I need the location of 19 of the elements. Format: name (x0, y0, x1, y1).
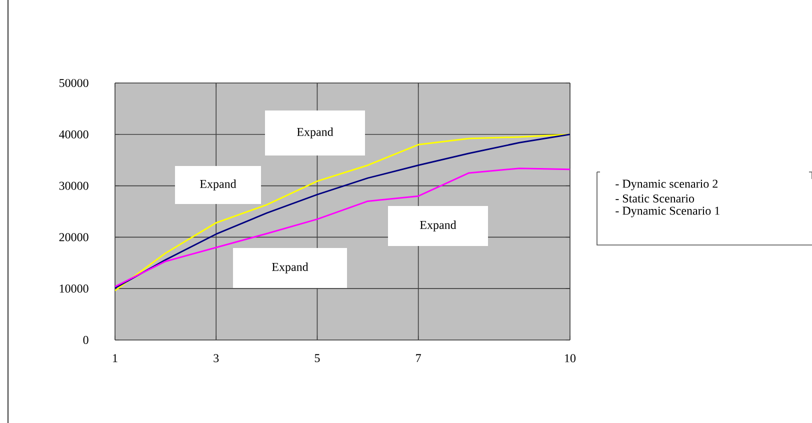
y-tick-label: 30000 (59, 182, 88, 190)
line-series (115, 168, 570, 288)
text: - Dynamic Scenario 1 (616, 206, 720, 218)
annotation: Expand (272, 262, 308, 274)
text: - Dynamic scenario 2 (616, 180, 718, 190)
x-tick-label: 7 (416, 354, 421, 362)
y-tick-label: 20000 (59, 233, 88, 242)
y-tick-label: 40000 (59, 130, 88, 138)
annotation: Expand (297, 128, 334, 138)
annotation: Expand (420, 220, 456, 232)
x-tick-label: 5 (314, 354, 320, 362)
x-tick-label: 1 (113, 354, 118, 362)
x-tick-label: 10 (565, 354, 576, 362)
y-tick-label: 10000 (60, 284, 88, 293)
y-tick-label: 50000 (60, 78, 88, 88)
text: - Static Scenario (616, 194, 694, 203)
y-tick-label: 0 (83, 336, 88, 344)
annotation: Expand (200, 180, 236, 190)
x-tick-label: 3 (214, 354, 219, 362)
